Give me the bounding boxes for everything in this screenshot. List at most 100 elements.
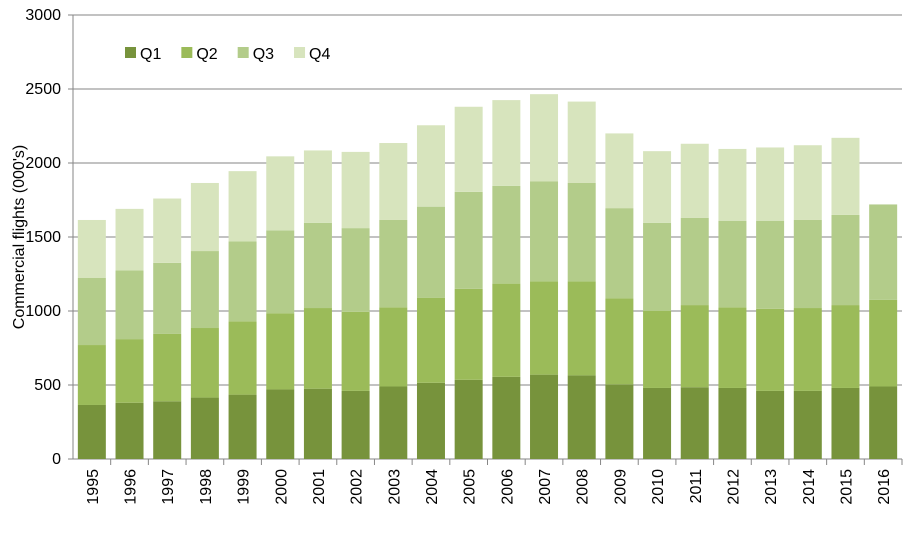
bar-segment xyxy=(643,151,672,223)
bar-segment xyxy=(266,389,295,459)
x-tick-label: 2016 xyxy=(876,469,893,505)
bar-segment xyxy=(567,182,596,282)
bar-segment xyxy=(153,401,182,459)
x-tick-label: 2011 xyxy=(688,469,705,504)
x-tick-label: 1997 xyxy=(160,469,177,505)
bar-segment xyxy=(605,384,634,459)
bar-segment xyxy=(153,333,182,402)
x-tick-label: 2012 xyxy=(725,469,742,505)
bar-segment xyxy=(77,219,106,278)
bar-segment xyxy=(266,230,295,314)
bar-segment xyxy=(77,277,106,346)
x-tick-label: 2000 xyxy=(273,469,290,505)
bar-segment xyxy=(605,208,634,299)
bar-segment xyxy=(416,125,445,207)
x-tick-label: 2005 xyxy=(462,469,479,505)
legend-label: Q1 xyxy=(140,46,161,63)
bar-segment xyxy=(605,298,634,385)
bar-segment xyxy=(643,222,672,311)
bar-segment xyxy=(115,402,144,459)
bar-segment xyxy=(530,181,559,282)
bar-segment xyxy=(303,150,332,223)
bar-segment xyxy=(379,307,408,387)
bar-segment xyxy=(190,182,219,252)
legend-label: Q4 xyxy=(309,46,330,63)
bar-segment xyxy=(567,281,596,376)
x-tick-label: 1998 xyxy=(198,469,215,505)
legend-swatch xyxy=(125,47,136,58)
legend-swatch xyxy=(237,47,249,58)
bar-segment xyxy=(869,299,898,387)
x-tick-label: 2015 xyxy=(838,469,855,505)
y-tick-label: 3000 xyxy=(25,7,61,24)
bar-segment xyxy=(793,219,822,309)
bar-segment xyxy=(530,281,559,375)
bar-segment xyxy=(492,376,521,459)
x-tick-label: 1999 xyxy=(236,469,253,505)
bar-segment xyxy=(454,288,483,380)
x-tick-label: 1996 xyxy=(123,469,140,505)
bar-segment xyxy=(416,382,445,459)
x-tick-label: 2002 xyxy=(349,469,366,505)
bar-segment xyxy=(228,321,257,395)
x-tick-label: 2010 xyxy=(650,469,667,505)
y-tick-label: 500 xyxy=(34,377,61,394)
bar-segment xyxy=(869,386,898,459)
bar-segment xyxy=(643,311,672,388)
bar-segment xyxy=(831,214,860,306)
bar-segment xyxy=(190,397,219,459)
bar-segment xyxy=(680,387,709,459)
bar-segment xyxy=(454,106,483,192)
bar-segment xyxy=(718,307,747,388)
y-axis-label: Commercial flights (000's) xyxy=(11,145,28,329)
bar-segment xyxy=(416,297,445,383)
bar-segment xyxy=(341,151,370,229)
bar-segment xyxy=(190,328,219,398)
y-tick-label: 1500 xyxy=(25,229,61,246)
bar-segment xyxy=(831,137,860,215)
legend-label: Q2 xyxy=(196,46,217,63)
bar-segment xyxy=(341,390,370,459)
x-tick-label: 2003 xyxy=(386,469,403,505)
bar-segment xyxy=(228,394,257,459)
bar-segment xyxy=(567,101,596,183)
bar-segment xyxy=(605,133,634,209)
bar-segment xyxy=(379,143,408,220)
x-tick-label: 1995 xyxy=(85,469,102,505)
bar-segment xyxy=(643,387,672,459)
bar-segment xyxy=(756,390,785,459)
bar-segment xyxy=(492,283,521,377)
bar-segment xyxy=(153,198,182,263)
bar-segment xyxy=(266,156,295,231)
bar-segment xyxy=(228,241,257,322)
bar-segment xyxy=(303,388,332,459)
x-tick-label: 2014 xyxy=(801,469,818,505)
bar-segment xyxy=(341,228,370,312)
bar-segment xyxy=(266,313,295,390)
bar-segment xyxy=(567,375,596,459)
bar-segment xyxy=(77,404,106,459)
bar-segment xyxy=(756,308,785,391)
bar-segment xyxy=(115,270,144,340)
bar-segment xyxy=(869,204,898,300)
x-tick-label: 2001 xyxy=(311,469,328,505)
y-tick-label: 2500 xyxy=(25,81,61,98)
legend-swatch xyxy=(294,47,306,58)
bar-segment xyxy=(680,143,709,218)
bar-segment xyxy=(492,100,521,186)
legend-swatch xyxy=(181,47,193,58)
y-tick-label: 0 xyxy=(52,451,61,468)
bar-segment xyxy=(341,311,370,391)
bar-segment xyxy=(718,220,747,308)
x-tick-label: 2007 xyxy=(537,469,554,505)
bar-segment xyxy=(416,206,445,298)
bar-segment xyxy=(530,94,559,182)
bar-segment xyxy=(680,305,709,388)
bar-segment xyxy=(454,191,483,289)
bar-segment xyxy=(831,387,860,459)
bar-segment xyxy=(303,308,332,389)
bar-segment xyxy=(190,251,219,329)
bar-segment xyxy=(379,386,408,459)
x-tick-label: 2008 xyxy=(575,469,592,505)
